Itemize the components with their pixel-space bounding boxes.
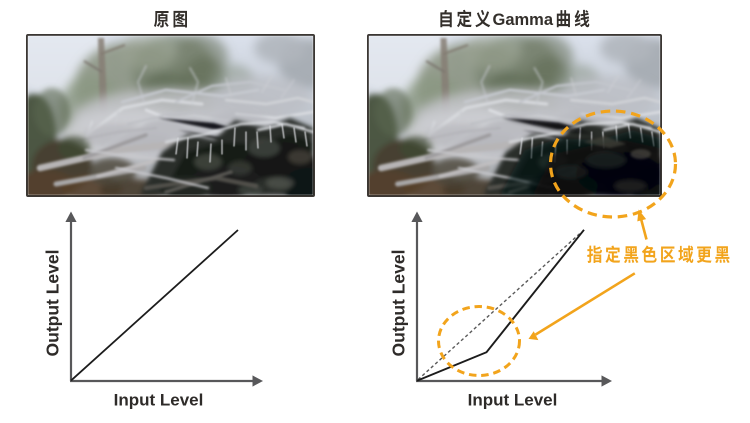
svg-text:Output Level: Output Level — [43, 250, 63, 357]
svg-text:Input Level: Input Level — [114, 391, 204, 410]
svg-text:Gamma: Gamma — [493, 11, 554, 29]
svg-text:Input Level: Input Level — [468, 391, 558, 410]
svg-text:Output Level: Output Level — [389, 250, 409, 357]
